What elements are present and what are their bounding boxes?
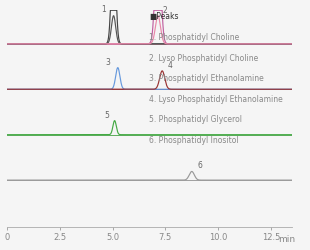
Text: 5. Phosphatidyl Glycerol: 5. Phosphatidyl Glycerol [149,115,242,124]
Text: 5: 5 [104,110,109,120]
Text: 3. Phosphatidyl Ethanolamine: 3. Phosphatidyl Ethanolamine [149,74,264,83]
Text: 4. Lyso Phosphatidyl Ethanolamine: 4. Lyso Phosphatidyl Ethanolamine [149,95,283,104]
Text: 4: 4 [168,61,173,70]
Text: 6. Phosphatidyl Inositol: 6. Phosphatidyl Inositol [149,136,239,145]
Text: 2: 2 [163,6,168,15]
Text: 1: 1 [102,4,106,14]
Text: 1. Phosphatidyl Choline: 1. Phosphatidyl Choline [149,33,240,42]
Text: 6: 6 [197,162,202,170]
Text: 3: 3 [106,58,111,66]
Text: min: min [278,235,295,244]
Text: ■Peaks: ■Peaks [149,12,179,22]
Text: 2. Lyso Phosphatidyl Choline: 2. Lyso Phosphatidyl Choline [149,54,259,62]
